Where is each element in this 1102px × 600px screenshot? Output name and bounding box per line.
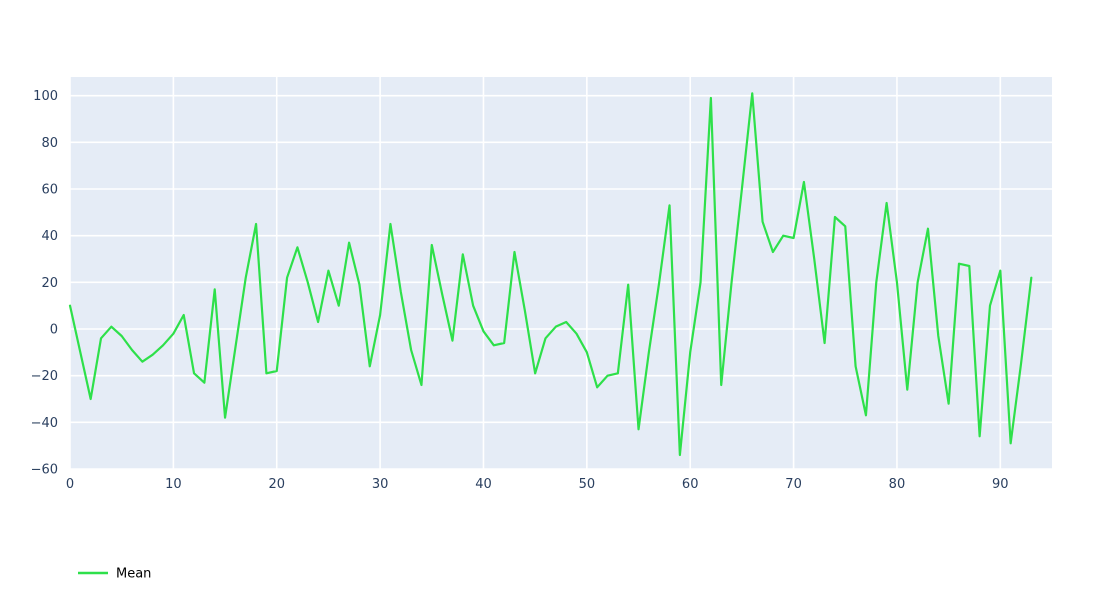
x-tick-label: 80	[889, 477, 906, 492]
x-tick-label: 60	[682, 477, 699, 492]
y-axis-tick-labels: −60 −40 −20 0 20 40 60 80 100	[31, 89, 58, 477]
x-tick-label: 20	[268, 477, 285, 492]
series-line-mean	[68, 92, 1033, 457]
y-tick-label: 100	[33, 89, 58, 104]
y-tick-label: −20	[31, 369, 58, 384]
y-tick-label: −60	[31, 463, 58, 478]
x-tick-label: 30	[372, 477, 389, 492]
y-tick-label: −40	[31, 416, 58, 431]
x-tick-label: 70	[785, 477, 802, 492]
legend-label[interactable]: Mean	[116, 567, 151, 582]
x-tick-label: 10	[165, 477, 182, 492]
chart-legend[interactable]: Mean	[78, 567, 151, 582]
x-tick-label: 40	[475, 477, 492, 492]
x-tick-label: 50	[579, 477, 596, 492]
y-tick-label: 0	[50, 323, 58, 338]
y-gridlines	[70, 94, 1052, 470]
x-tick-label: 90	[992, 477, 1009, 492]
y-tick-label: 60	[41, 183, 58, 198]
y-tick-label: 80	[41, 136, 58, 151]
plot-background	[70, 77, 1052, 469]
x-axis-tick-labels: 0 10 20 30 40 50 60 70 80 90	[66, 477, 1009, 492]
x-gridlines	[69, 77, 1002, 469]
y-tick-label: 40	[41, 229, 58, 244]
y-tick-label: 20	[41, 276, 58, 291]
x-tick-label: 0	[66, 477, 74, 492]
data-series-group	[68, 92, 1033, 457]
